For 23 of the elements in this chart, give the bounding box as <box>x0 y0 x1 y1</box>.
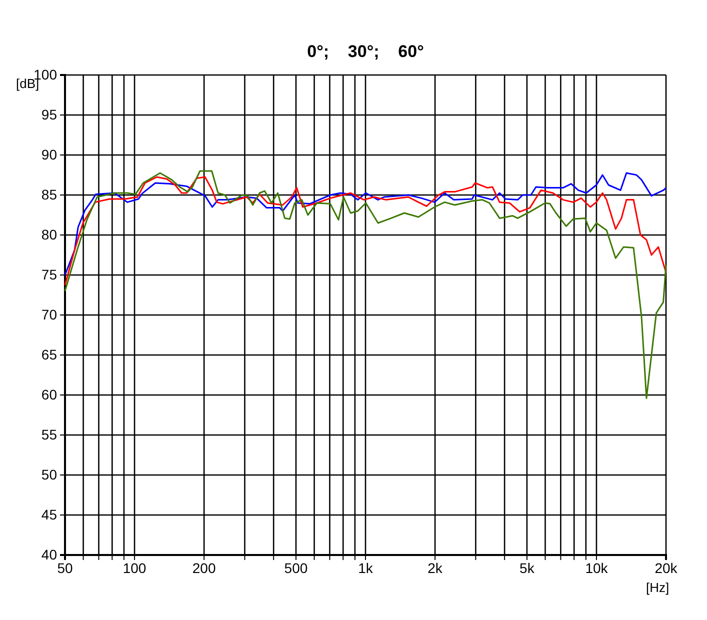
x-tick-label: 5k <box>520 560 536 576</box>
y-tick-label: 85 <box>41 186 58 202</box>
x-tick-label: 2k <box>428 560 444 576</box>
x-tick-label: 200 <box>192 560 216 576</box>
y-tick-label: 65 <box>41 346 58 362</box>
y-tick-label: 95 <box>41 106 58 122</box>
y-tick-label: 70 <box>41 306 58 322</box>
y-tick-label: 60 <box>41 386 58 402</box>
y-tick-label: 80 <box>41 226 58 242</box>
x-tick-label: 20k <box>654 560 678 576</box>
x-tick-label: 500 <box>284 560 308 576</box>
x-tick-label: 10k <box>585 560 609 576</box>
y-tick-label: 75 <box>41 266 58 282</box>
y-tick-label: 55 <box>41 426 58 442</box>
x-tick-label: 100 <box>122 560 146 576</box>
y-tick-label: 40 <box>41 546 58 562</box>
x-axis-title: [Hz] <box>646 580 670 595</box>
y-tick-label: 45 <box>41 506 58 522</box>
y-tick-label: 50 <box>41 466 58 482</box>
chart-title: 0°; 30°; 60° <box>307 42 424 61</box>
x-tick-label: 50 <box>57 560 73 576</box>
x-tick-label: 1k <box>358 560 374 576</box>
y-tick-label: 90 <box>41 146 58 162</box>
